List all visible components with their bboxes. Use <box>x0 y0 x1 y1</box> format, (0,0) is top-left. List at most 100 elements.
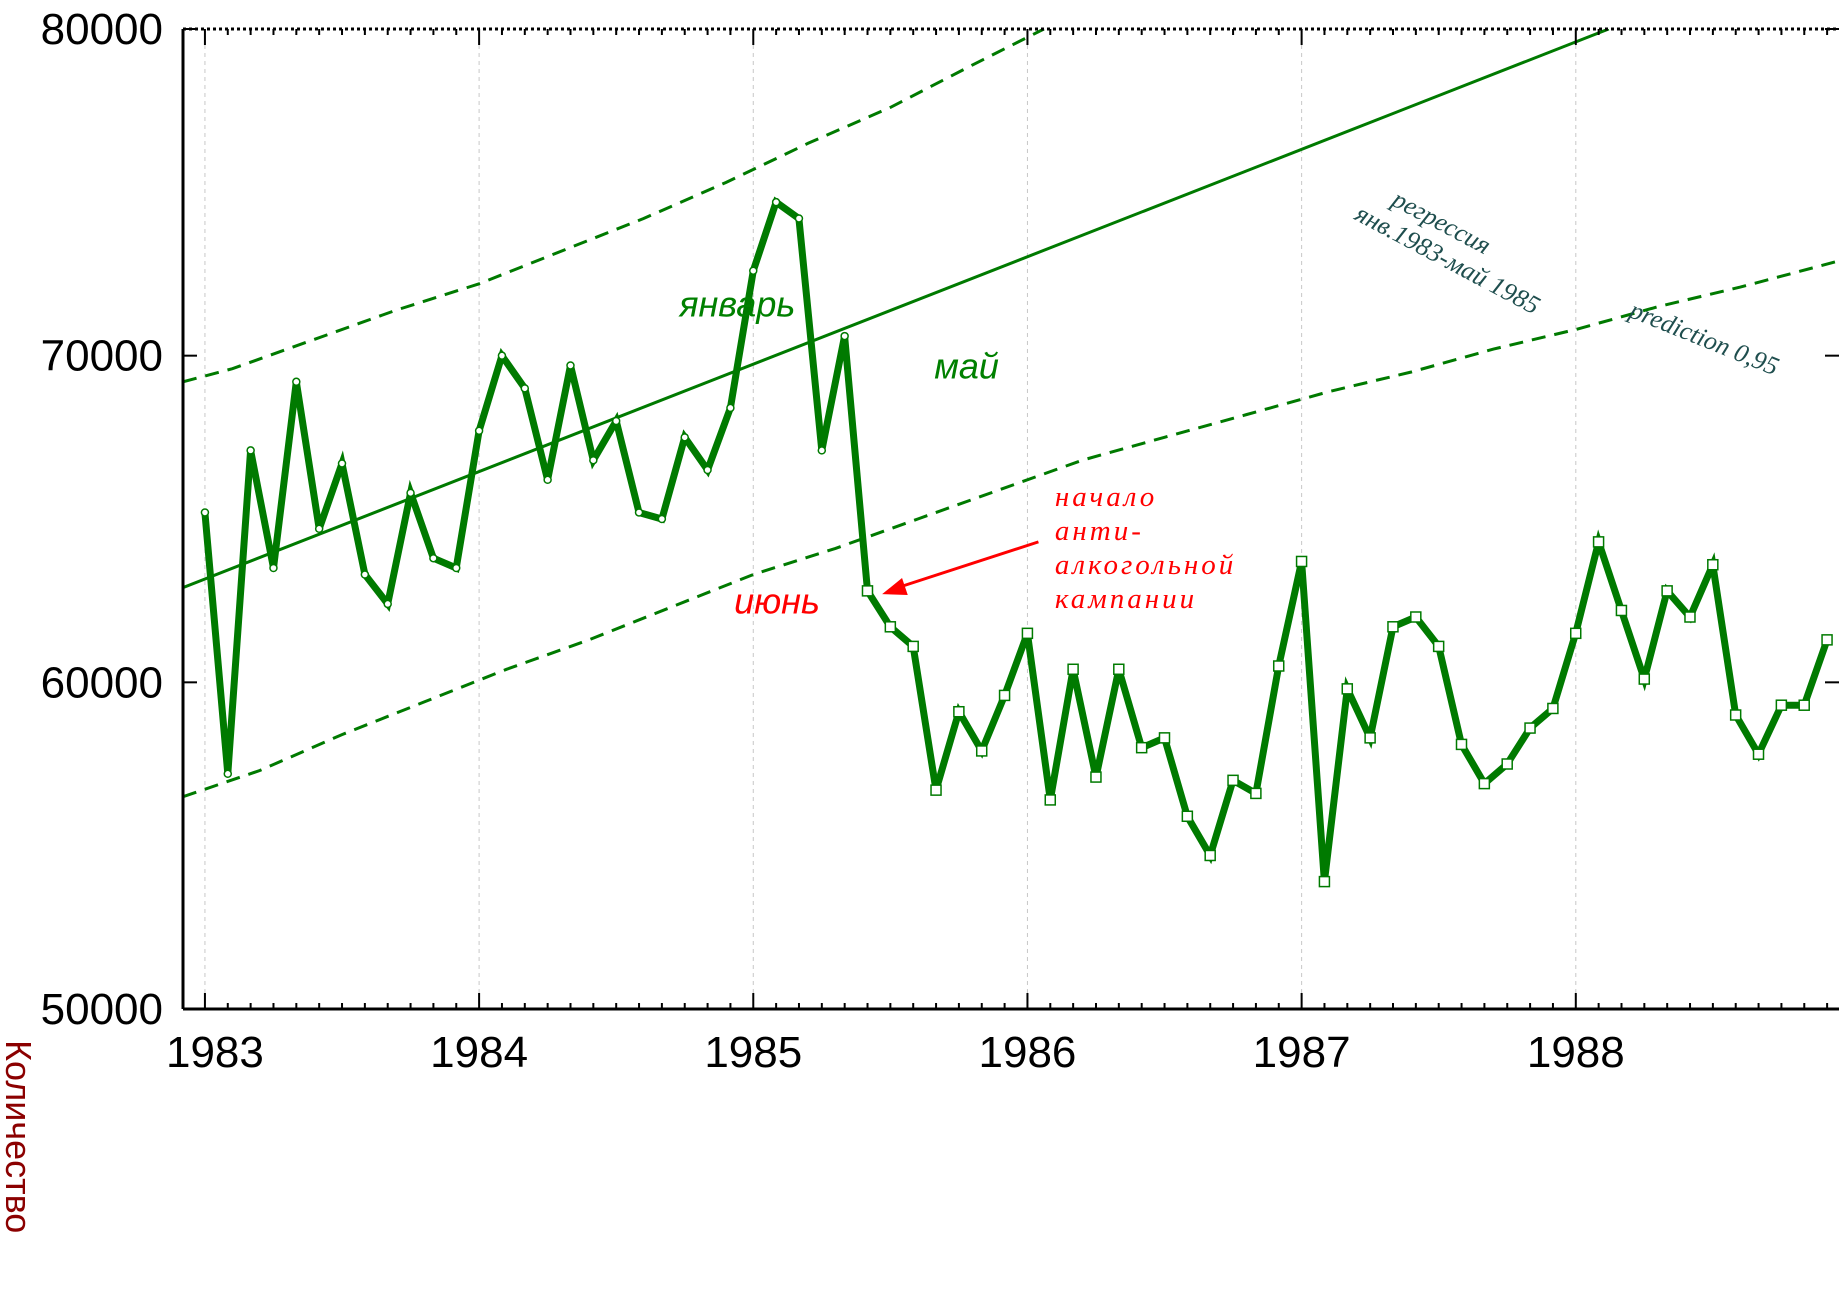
prediction-band-lines <box>183 29 1839 799</box>
data-point <box>975 745 988 757</box>
data-point <box>497 351 507 360</box>
annotations: январь май июнь началоанти-алкогольнойкампа… <box>678 183 1783 622</box>
data-point <box>1135 741 1148 754</box>
data-point <box>429 553 438 563</box>
y-tick-label: 50000 <box>41 985 163 1034</box>
data-point <box>200 508 210 517</box>
data-point <box>840 331 849 341</box>
data-point <box>726 403 735 413</box>
data-point <box>1341 683 1354 695</box>
prediction-upper-line <box>183 29 1045 384</box>
data-point <box>1501 758 1513 770</box>
x-tick-label: 1985 <box>704 1028 802 1077</box>
data-point <box>314 524 324 534</box>
data-point <box>771 197 781 207</box>
data-point <box>1638 673 1651 685</box>
y-tick-label: 80000 <box>41 5 163 54</box>
data-point <box>1021 627 1034 640</box>
data-point <box>884 621 897 633</box>
data-point <box>1432 640 1445 653</box>
data-point <box>749 266 758 275</box>
x-tick-label: 1983 <box>166 1028 264 1077</box>
x-tick-label: 1988 <box>1527 1028 1625 1077</box>
data-point <box>520 384 530 393</box>
prediction-lower-line <box>183 259 1839 799</box>
data-point <box>1661 585 1673 597</box>
tick-labels: 50000 60000 70000 80000 1983 1984 1985 1986 1987… <box>41 5 1625 1077</box>
data-point <box>1295 555 1308 568</box>
regression-line <box>183 29 1610 589</box>
y-axis-label: Количество <box>0 1040 39 1233</box>
data-point <box>1067 663 1079 676</box>
data-point <box>1410 611 1422 623</box>
annotation-prediction: prediction 0,95 <box>1624 294 1783 381</box>
data-point <box>1569 627 1582 640</box>
data-point <box>1684 611 1696 623</box>
x-tick-label: 1986 <box>979 1028 1077 1077</box>
data-point <box>223 769 233 779</box>
data-point <box>1478 777 1491 790</box>
data-point <box>1181 810 1194 823</box>
data-point <box>611 416 621 426</box>
data-point <box>1158 732 1171 744</box>
annotation-may: май <box>934 346 999 387</box>
data-point <box>566 361 575 370</box>
annotation-campaign-line: начало <box>1055 481 1157 513</box>
data-point <box>1592 536 1605 548</box>
annotation-january: январь <box>678 283 795 324</box>
annotation-june: июнь <box>734 581 820 622</box>
data-point <box>1547 702 1559 715</box>
data-point <box>1090 771 1102 783</box>
data-point <box>1272 660 1285 672</box>
data-point <box>246 446 255 455</box>
data-point <box>794 214 804 223</box>
data-point <box>657 514 667 524</box>
data-point <box>1318 875 1331 888</box>
data-point <box>703 465 712 475</box>
data-point <box>1729 709 1742 721</box>
data-point <box>817 446 827 455</box>
data-point <box>292 377 301 387</box>
annotation-campaign-line: алкогольной <box>1055 549 1236 581</box>
data-point <box>1204 849 1216 862</box>
arrow-shaft <box>895 540 1039 590</box>
data-point <box>406 488 415 498</box>
data-point <box>1387 621 1399 633</box>
data-point <box>269 563 278 573</box>
x-tick-label: 1984 <box>430 1028 528 1077</box>
axes <box>181 27 1839 1011</box>
y-tick-label: 60000 <box>41 658 163 707</box>
data-point <box>543 475 552 485</box>
data-point <box>1752 748 1765 760</box>
data-point <box>1821 634 1833 646</box>
data-point <box>451 563 461 573</box>
data-point <box>998 689 1011 702</box>
x-tick-label: 1987 <box>1253 1028 1351 1077</box>
observed-line <box>201 196 1831 883</box>
data-point <box>360 570 370 579</box>
data-point <box>907 640 919 653</box>
data-point <box>1455 738 1468 751</box>
data-point <box>1775 699 1788 711</box>
data-point <box>634 508 644 517</box>
data-point <box>1524 722 1536 734</box>
data-point <box>953 705 965 718</box>
annotation-prediction-text: prediction 0,95 <box>1624 294 1783 381</box>
data-point <box>474 426 484 436</box>
data-point <box>589 455 598 465</box>
data-point <box>1044 794 1057 806</box>
observed-series <box>200 196 1833 888</box>
data-point <box>1113 663 1125 676</box>
data-point <box>337 459 347 468</box>
data-point <box>1798 699 1810 711</box>
data-point <box>680 433 689 442</box>
regression-line-group <box>183 29 1610 589</box>
y-tick-label: 70000 <box>41 332 163 381</box>
annotation-campaign-line: кампании <box>1055 583 1197 615</box>
arrow-head <box>882 577 908 596</box>
data-point <box>1250 787 1262 800</box>
data-point <box>383 599 392 609</box>
gridlines <box>204 29 1577 1009</box>
